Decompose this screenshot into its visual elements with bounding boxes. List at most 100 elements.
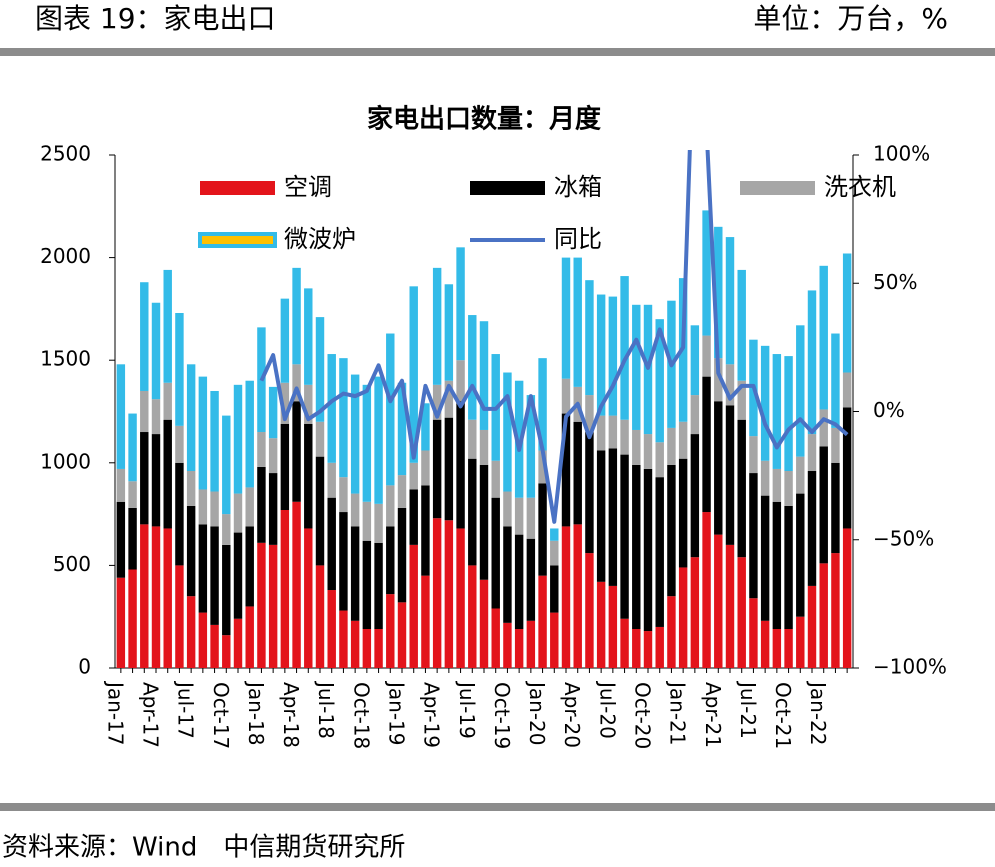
- bar-segment: [327, 590, 336, 668]
- bar-segment: [503, 622, 512, 668]
- bar-segment: [397, 382, 407, 476]
- bar-segment: [667, 464, 676, 597]
- bar-segment: [760, 495, 770, 621]
- x-tick-label: Apr-19: [420, 682, 444, 748]
- bar-segment: [210, 491, 219, 527]
- bar-segment: [737, 380, 746, 420]
- bar-segment: [456, 528, 465, 668]
- bar-segment: [374, 376, 383, 504]
- bar-segment: [292, 501, 301, 668]
- legend-label: 同比: [554, 225, 602, 253]
- bar-segment: [796, 493, 805, 617]
- bar-segment: [432, 419, 442, 519]
- bar-segment: [233, 493, 243, 533]
- bar-segment: [538, 450, 547, 484]
- bar-segment: [339, 477, 348, 513]
- bar-segment: [643, 468, 653, 632]
- bar-segment: [538, 575, 547, 668]
- bar-segment: [257, 466, 266, 543]
- unit-label: 单位：万台，%: [753, 2, 948, 35]
- bar-segment: [116, 468, 126, 502]
- bar-segment: [116, 501, 126, 578]
- bar-segment: [432, 518, 442, 668]
- bar-segment: [151, 434, 161, 527]
- legend-swatch: [200, 181, 275, 195]
- x-tick-label: Jul-18: [314, 680, 338, 739]
- bar-segment: [374, 542, 383, 630]
- x-tick-label: Jul-20: [595, 680, 619, 739]
- bar-segment: [714, 401, 723, 535]
- bar-segment: [175, 565, 184, 668]
- bar-segment: [702, 210, 711, 336]
- bar-segment: [573, 257, 582, 387]
- bar-segment: [479, 429, 489, 465]
- bar-segment: [444, 284, 454, 381]
- bar-segment: [315, 456, 325, 566]
- bar-segment: [175, 425, 184, 463]
- bar-segment: [538, 483, 547, 576]
- bar-segment: [350, 493, 360, 527]
- bar-segment: [386, 526, 395, 595]
- bar-segment: [526, 395, 536, 498]
- bar-segment: [140, 524, 149, 668]
- bar-segment: [807, 434, 817, 472]
- bar-segment: [315, 565, 325, 668]
- bar-segment: [468, 315, 477, 420]
- bar-segment: [280, 423, 290, 510]
- bar-segment: [151, 302, 161, 400]
- bar-segment: [186, 471, 196, 506]
- bar-segment: [737, 419, 746, 558]
- bar-segment: [186, 596, 196, 668]
- bar-segment: [245, 526, 254, 607]
- bar-segment: [526, 538, 536, 621]
- x-tick-label: Oct-19: [490, 682, 514, 749]
- bar-segment: [514, 497, 524, 535]
- bar-segment: [538, 358, 547, 451]
- bar-segment: [608, 415, 618, 449]
- bar-segment: [819, 409, 828, 447]
- bar-segment: [596, 450, 606, 582]
- bar-segment: [386, 594, 395, 668]
- bar-segment: [151, 526, 161, 668]
- bar-segment: [796, 616, 805, 668]
- legend-swatch: [740, 181, 815, 195]
- x-tick-label: Apr-17: [139, 682, 163, 748]
- x-tick-label: Jul-21: [736, 680, 760, 739]
- bar-segment: [667, 427, 676, 465]
- bar-segment: [632, 429, 641, 465]
- bar-segment: [655, 442, 664, 478]
- bar-segment: [374, 629, 383, 668]
- y2-tick-label: −100%: [873, 655, 947, 679]
- bar-segment: [468, 419, 477, 459]
- bar-segment: [268, 473, 278, 545]
- bar-segment: [140, 282, 149, 391]
- bar-segment: [596, 294, 606, 416]
- bar-segment: [421, 450, 430, 486]
- bar-segment: [245, 380, 254, 488]
- bar-segment: [304, 288, 313, 385]
- bar-segment: [561, 526, 571, 668]
- bar-segment: [491, 497, 500, 609]
- bar-segment: [397, 475, 407, 508]
- bar-segment: [550, 540, 559, 566]
- legend-swatch: [198, 232, 277, 248]
- x-tick-label: Oct-17: [209, 682, 233, 749]
- bar-segment: [807, 290, 817, 435]
- x-tick-label: Jan-18: [244, 680, 268, 746]
- separator: [0, 803, 995, 811]
- bar-segment: [526, 497, 536, 539]
- bar-segment: [702, 335, 711, 377]
- bar-segment: [760, 345, 770, 461]
- y2-tick-label: 50%: [873, 270, 917, 294]
- bar-segment: [327, 497, 336, 591]
- bar-segment: [386, 485, 395, 527]
- bar-segment: [233, 532, 243, 619]
- bar-segment: [432, 384, 442, 420]
- bar-segment: [362, 629, 372, 668]
- bar-segment: [596, 415, 606, 451]
- bar-segment: [503, 491, 512, 527]
- bar-segment: [585, 553, 594, 668]
- bar-segment: [116, 364, 126, 469]
- bar-segment: [749, 473, 758, 599]
- bar-segment: [245, 606, 254, 668]
